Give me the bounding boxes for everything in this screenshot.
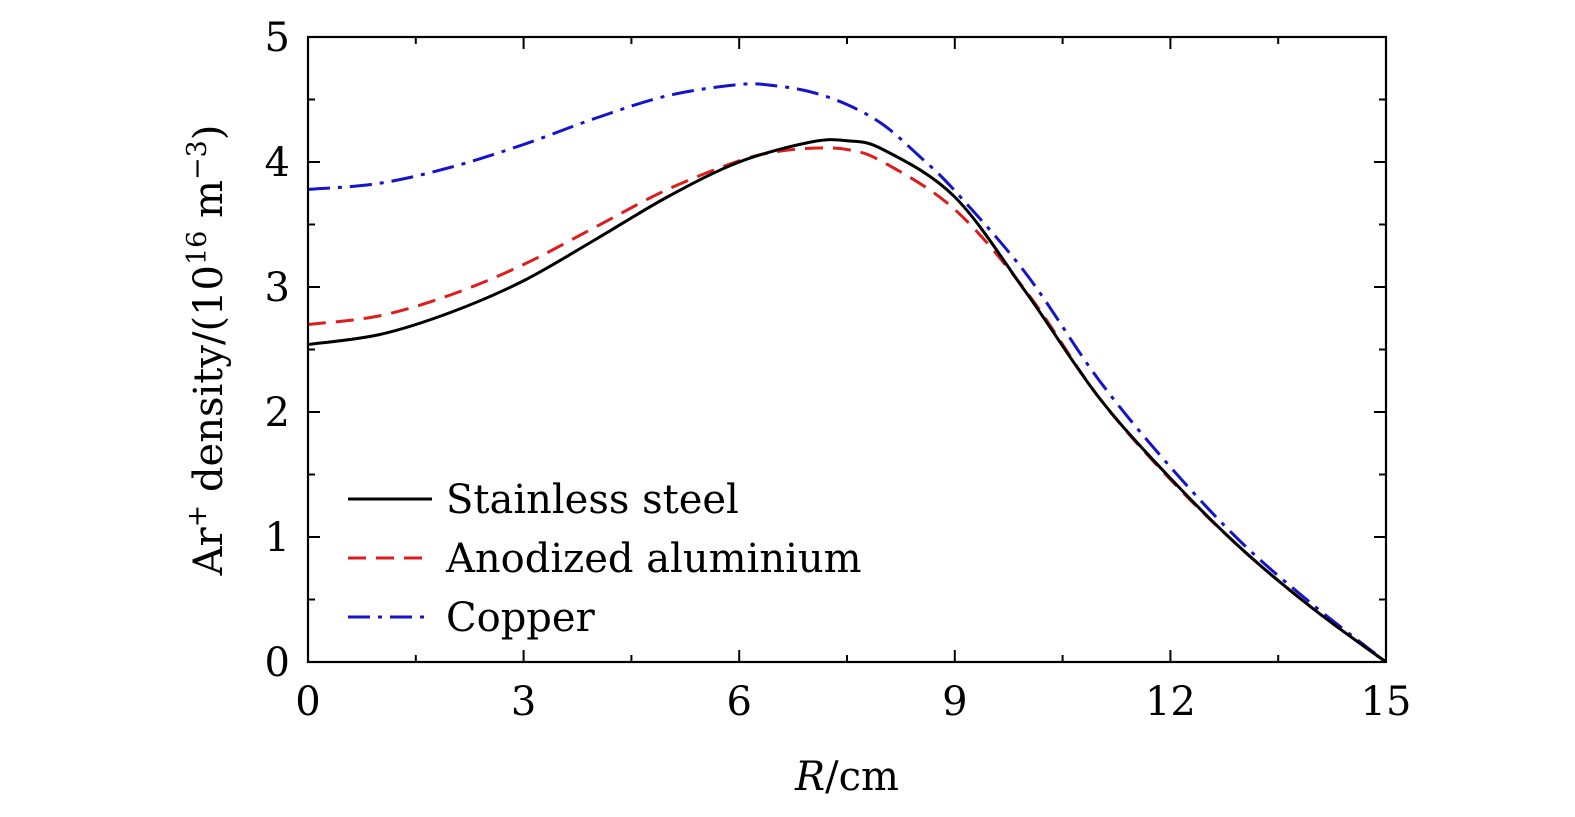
x-tick-label: 12 bbox=[1145, 679, 1196, 725]
x-tick-label: 6 bbox=[726, 679, 751, 725]
y-tick-label: 3 bbox=[265, 265, 290, 311]
y-axis-label-sup: 16 bbox=[182, 231, 213, 265]
legend-label-stainless-steel: Stainless steel bbox=[446, 477, 739, 523]
legend: Stainless steel Anodized aluminium Copper bbox=[348, 477, 862, 641]
x-axis-label-var: R bbox=[794, 754, 825, 800]
y-axis-label-part: Ar bbox=[186, 527, 232, 577]
y-axis-label-sup: −3 bbox=[182, 140, 213, 180]
x-tick-label: 9 bbox=[942, 679, 967, 725]
y-axis-label-part: ) bbox=[186, 125, 232, 141]
y-axis-label-sup: + bbox=[182, 505, 213, 528]
y-tick-label: 0 bbox=[265, 640, 290, 686]
x-axis-label-unit: /cm bbox=[825, 754, 899, 800]
series-line-anodized-aluminium bbox=[308, 146, 1386, 662]
legend-label-anodized-aluminium: Anodized aluminium bbox=[445, 536, 862, 582]
y-tick-label: 4 bbox=[265, 140, 290, 186]
x-tick-label: 15 bbox=[1361, 679, 1412, 725]
y-tick-label: 1 bbox=[265, 515, 290, 561]
x-tick-label: 3 bbox=[511, 679, 536, 725]
series-line-stainless-steel bbox=[308, 138, 1386, 662]
y-tick-label: 2 bbox=[265, 390, 290, 436]
y-axis-label: Ar+ density/(1016 m−3) bbox=[182, 125, 232, 577]
y-tick-label: 5 bbox=[265, 15, 290, 61]
series-line-copper bbox=[308, 82, 1386, 662]
y-axis-label-part: m bbox=[186, 180, 232, 231]
x-tick-label: 0 bbox=[295, 679, 320, 725]
plot-area bbox=[308, 82, 1386, 662]
x-axis-label: R/cm bbox=[794, 754, 899, 800]
legend-label-copper: Copper bbox=[446, 595, 596, 641]
y-axis-label-part: density/(10 bbox=[186, 265, 232, 505]
